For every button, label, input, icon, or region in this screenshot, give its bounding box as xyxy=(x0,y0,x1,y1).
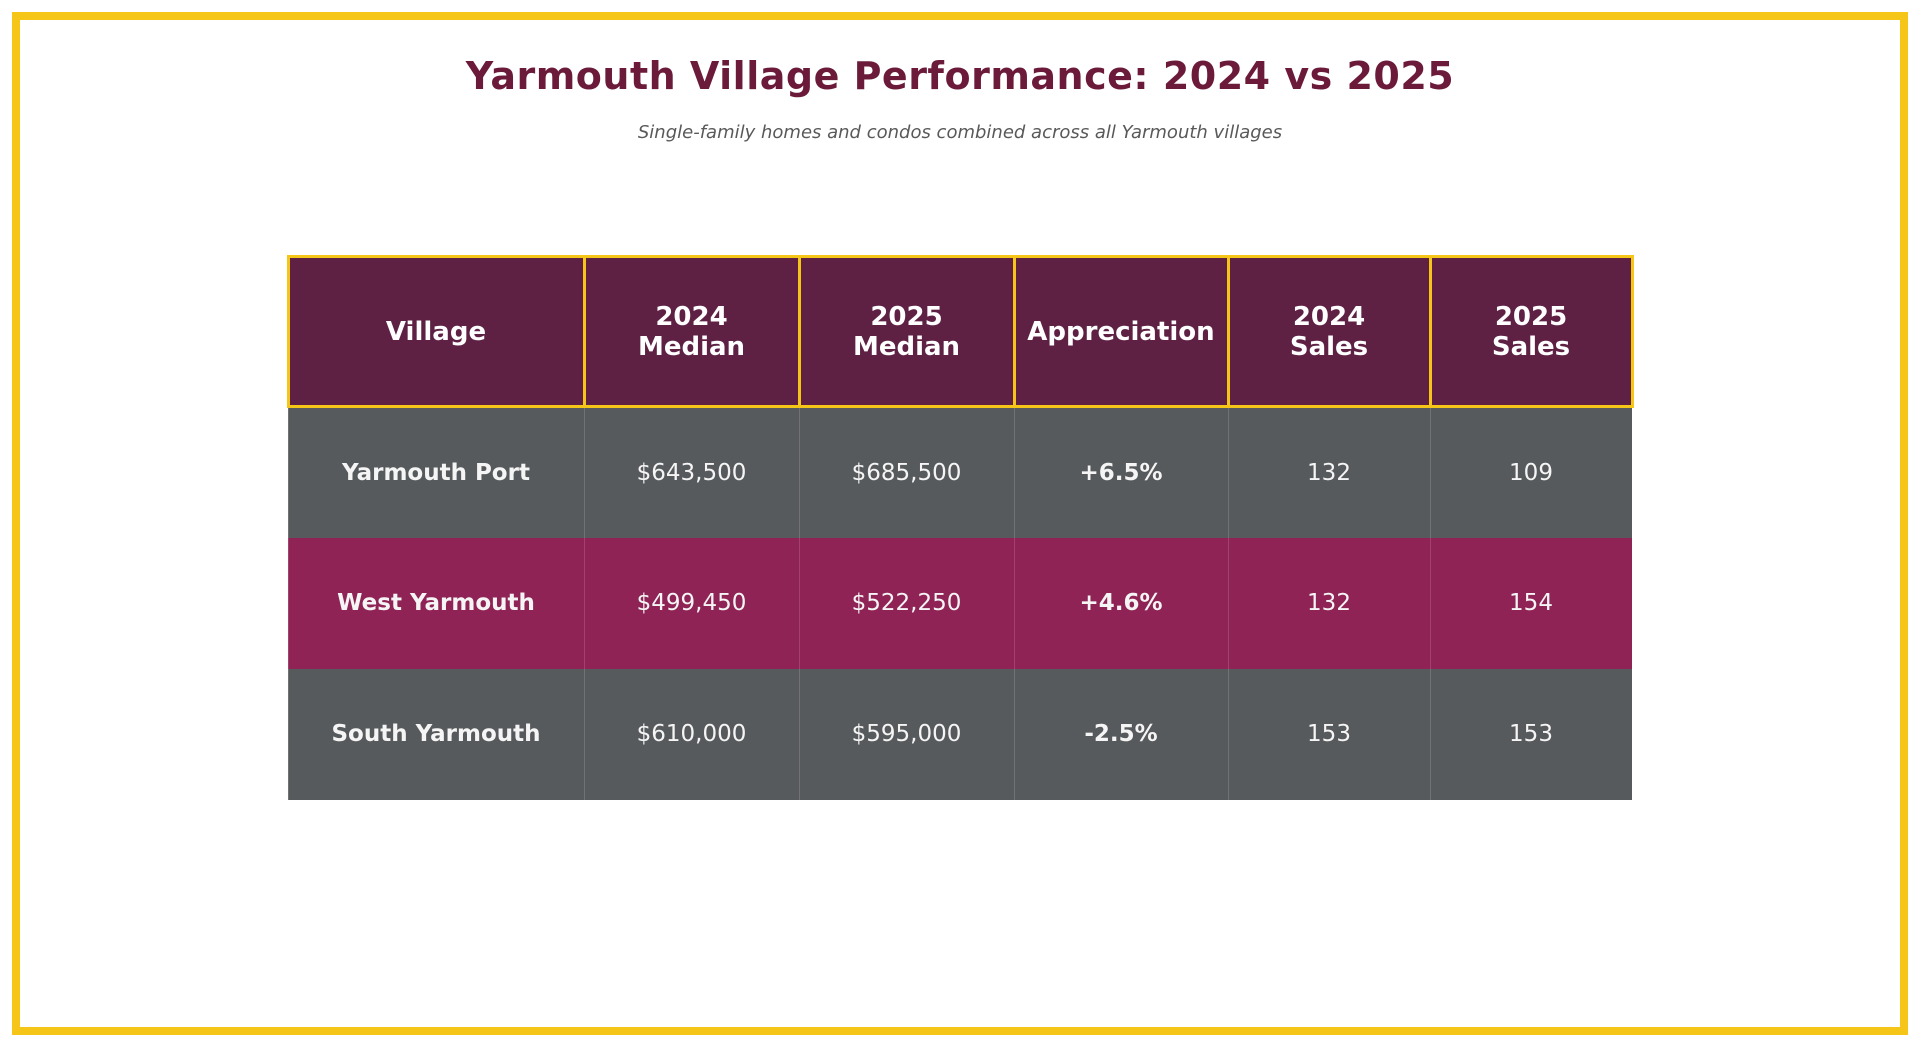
village-cell: South Yarmouth xyxy=(287,668,585,800)
sales-2025-cell: 109 xyxy=(1429,406,1633,538)
median-2025-cell: $685,500 xyxy=(798,406,1015,538)
header-cell-2025-sales: 2025 Sales xyxy=(1428,255,1634,408)
sales-2024-cell: 132 xyxy=(1227,406,1431,538)
village-cell: Yarmouth Port xyxy=(287,406,585,538)
page-subtitle: Single-family homes and condos combined … xyxy=(637,122,1283,143)
median-2025-cell: $595,000 xyxy=(798,668,1015,800)
median-2024-cell: $499,450 xyxy=(583,537,800,669)
gold-page-frame: Yarmouth Village Performance: 2024 vs 20… xyxy=(12,12,1908,1035)
table-row: Yarmouth Port $643,500 $685,500 +6.5% 13… xyxy=(287,406,1633,538)
median-2024-cell: $643,500 xyxy=(583,406,800,538)
sales-2024-cell: 153 xyxy=(1227,668,1431,800)
sales-2025-cell: 154 xyxy=(1429,537,1633,669)
median-2025-cell: $522,250 xyxy=(798,537,1015,669)
table-row: South Yarmouth $610,000 $595,000 -2.5% 1… xyxy=(287,668,1633,800)
performance-table: Village 2024 Median 2025 Median Apprecia… xyxy=(286,255,1634,800)
sales-2024-cell: 132 xyxy=(1227,537,1431,669)
header-cell-appreciation: Appreciation xyxy=(1012,255,1230,408)
header-cell-2024-median: 2024 Median xyxy=(582,255,801,408)
page-title: Yarmouth Village Performance: 2024 vs 20… xyxy=(465,54,1455,98)
sales-2025-cell: 153 xyxy=(1429,668,1633,800)
header-cell-2024-sales: 2024 Sales xyxy=(1226,255,1432,408)
appreciation-cell: +6.5% xyxy=(1013,406,1229,538)
table-header-row: Village 2024 Median 2025 Median Apprecia… xyxy=(286,255,1634,408)
median-2024-cell: $610,000 xyxy=(583,668,800,800)
village-cell: West Yarmouth xyxy=(287,537,585,669)
appreciation-cell: +4.6% xyxy=(1013,537,1229,669)
table-row: West Yarmouth $499,450 $522,250 +4.6% 13… xyxy=(287,537,1633,669)
header-cell-village: Village xyxy=(286,255,586,408)
appreciation-cell: -2.5% xyxy=(1013,668,1229,800)
header-cell-2025-median: 2025 Median xyxy=(797,255,1016,408)
